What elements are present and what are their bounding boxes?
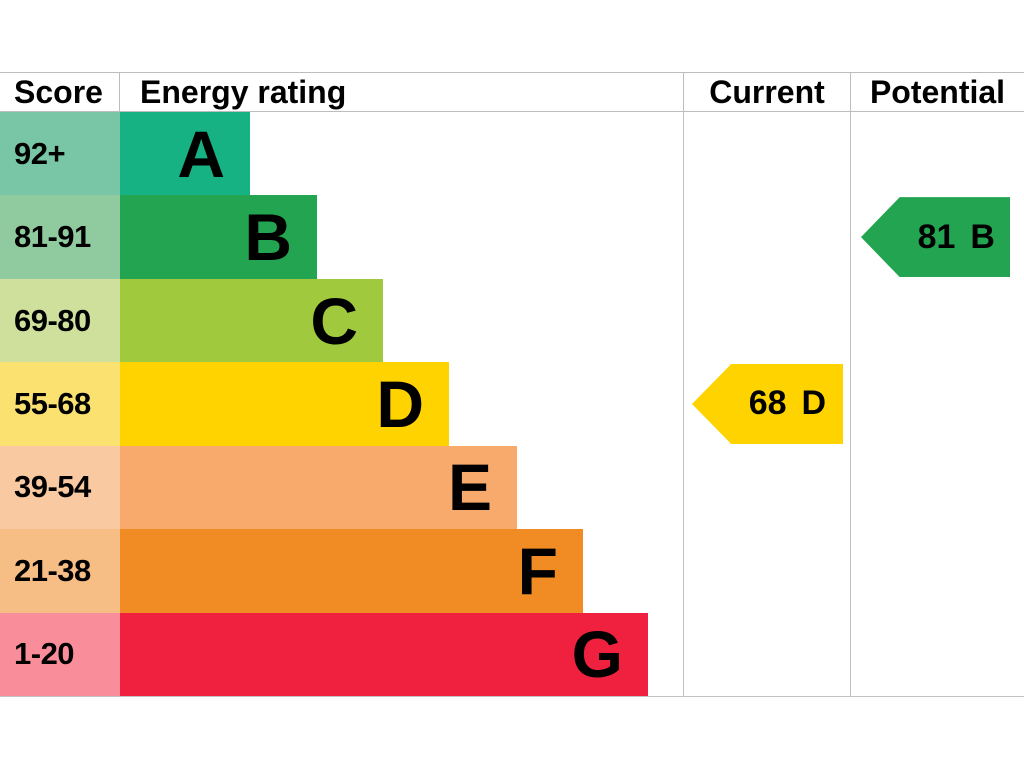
rating-letter: D — [376, 366, 424, 441]
potential-rating-arrow: 81 B — [861, 197, 1010, 278]
potential-rating-letter: B — [970, 217, 995, 256]
band-row-d: 55-68 D 68 D — [0, 362, 1024, 446]
potential-column-header: Potential — [850, 73, 1024, 111]
rating-letter: E — [447, 450, 492, 525]
rating-bar-g: G — [120, 612, 648, 696]
current-rating-letter: D — [801, 384, 827, 423]
potential-score-value: 81 — [917, 217, 956, 256]
current-score-value: 68 — [748, 384, 787, 423]
score-range-label: 55-68 — [0, 362, 120, 446]
rating-letter: G — [571, 617, 623, 692]
score-range-label: 1-20 — [0, 612, 120, 696]
table-header-row: Score Energy rating Current Potential — [0, 73, 1024, 112]
rating-letter: A — [177, 116, 225, 191]
band-row-c: 69-80 C — [0, 278, 1024, 363]
band-row-f: 21-38 F — [0, 529, 1024, 613]
epc-rating-chart: Score Energy rating Current Potential 92… — [0, 72, 1024, 697]
rating-letter: B — [244, 200, 292, 275]
score-range-label: 81-91 — [0, 195, 120, 279]
score-range-label: 92+ — [0, 112, 120, 196]
rating-letter: F — [517, 533, 558, 608]
rating-bar-e: E — [120, 445, 517, 530]
rating-bar-c: C — [120, 278, 383, 363]
rating-bar-a: A — [120, 112, 250, 196]
rating-bar-d: D — [120, 362, 449, 446]
energy-rating-column-header: Energy rating — [140, 74, 347, 110]
current-column-header: Current — [683, 73, 850, 111]
band-row-e: 39-54 E — [0, 445, 1024, 530]
band-row-g: 1-20 G — [0, 612, 1024, 696]
rating-bar-b: B — [120, 195, 317, 279]
rating-bar-f: F — [120, 529, 583, 613]
band-row-a: 92+ A — [0, 112, 1024, 196]
score-range-label: 21-38 — [0, 529, 120, 613]
rating-letter: C — [310, 283, 358, 358]
band-row-b: 81-91 B 81 B — [0, 195, 1024, 279]
score-range-label: 69-80 — [0, 278, 120, 363]
current-rating-arrow: 68 D — [692, 363, 843, 444]
score-column-header: Score — [0, 73, 120, 111]
score-range-label: 39-54 — [0, 445, 120, 530]
